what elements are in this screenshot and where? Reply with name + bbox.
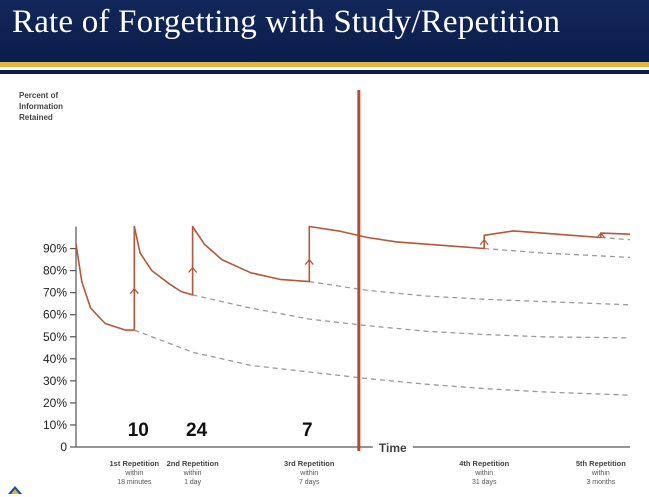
y-tick-label: 90%: [43, 242, 67, 256]
dashed-decay-curve: [600, 236, 631, 241]
y-tick-label: 60%: [43, 308, 67, 322]
forgetting-curve-chart: Percent of Information Retained 0 10% 20% 30% 4…: [19, 90, 631, 486]
y-tick-label: 20%: [43, 396, 67, 410]
repetition-within: within: [299, 470, 318, 477]
header-white-rule: [0, 67, 649, 70]
y-axis-label: Retained: [19, 113, 53, 122]
repetition-arrow: [596, 232, 606, 239]
y-tick-label: 70%: [43, 286, 67, 300]
repetition-arrow: [304, 258, 314, 265]
dashed-decay-curve: [134, 329, 631, 396]
repetition-arrow: [188, 266, 198, 273]
repetition-label: 1st Repetition: [110, 459, 160, 468]
y-tick-label: 30%: [43, 374, 67, 388]
slide-header: Rate of Forgetting with Study/Repetition: [0, 0, 649, 62]
dashed-decay-curve: [484, 247, 631, 259]
corner-logo-mark: [8, 486, 22, 494]
repetition-count: 10: [128, 420, 149, 441]
repetition-period: 18 minutes: [117, 479, 152, 486]
y-axis-label: Information: [19, 102, 63, 111]
y-tick-label: 80%: [43, 264, 67, 278]
header-navy-rule: [0, 70, 649, 74]
x-axis-label: Time: [379, 441, 407, 455]
header-gold-rule: [0, 62, 649, 67]
y-tick-label: 50%: [43, 330, 67, 344]
repetition-label: 5th Repetition: [576, 459, 626, 468]
repetition-period: 31 days: [472, 479, 497, 486]
repetition-within: within: [183, 470, 202, 477]
repetition-within: within: [591, 470, 610, 477]
y-tick-label: 10%: [43, 418, 67, 432]
repetition-arrow: [479, 238, 489, 246]
repetition-count: 7: [302, 420, 313, 441]
repetition-within: within: [474, 470, 493, 477]
repetition-label: 4th Repetition: [459, 459, 509, 468]
repetition-period: 1 day: [184, 479, 202, 486]
y-axis-label: Percent of: [19, 91, 58, 100]
repetition-arrow: [129, 287, 139, 295]
retention-curve: [75, 225, 631, 331]
repetition-period: 7 days: [299, 479, 320, 486]
repetition-label: 2nd Repetition: [167, 459, 220, 468]
dashed-decay-curve: [192, 294, 631, 339]
repetition-within: within: [124, 470, 143, 477]
repetition-period: 3 months: [586, 479, 615, 486]
y-tick-label: 0: [60, 440, 67, 454]
repetition-count: 24: [186, 420, 208, 441]
repetition-label: 3rd Repetition: [284, 459, 335, 468]
slide-title: Rate of Forgetting with Study/Repetition: [12, 4, 561, 40]
y-tick-label: 40%: [43, 352, 67, 366]
